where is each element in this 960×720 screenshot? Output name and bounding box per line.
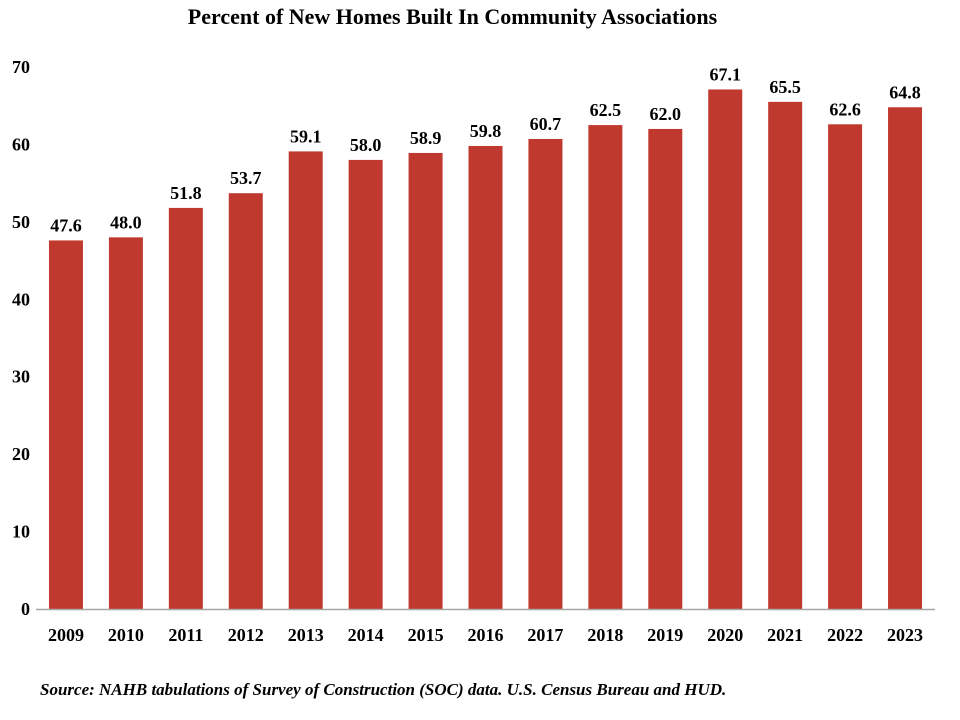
bar bbox=[888, 107, 923, 610]
data-label: 64.8 bbox=[889, 82, 921, 102]
x-tick-label: 2013 bbox=[288, 625, 324, 645]
category-labels: 2009 2010 2011 2012 2013 2014 2015 2016 2017 2018… bbox=[48, 625, 923, 645]
x-tick-label: 2018 bbox=[587, 625, 623, 645]
x-tick-label: 2009 bbox=[48, 625, 84, 645]
y-tick-label: 40 bbox=[12, 289, 30, 309]
bars bbox=[48, 89, 923, 610]
x-tick-label: 2015 bbox=[408, 625, 444, 645]
bar bbox=[648, 128, 683, 609]
y-tick-label: 20 bbox=[12, 444, 30, 464]
bar bbox=[768, 101, 803, 609]
y-tick-label: 60 bbox=[12, 134, 30, 154]
y-tick-label: 10 bbox=[12, 522, 30, 542]
x-tick-label: 2016 bbox=[468, 625, 504, 645]
data-label: 59.8 bbox=[470, 121, 502, 141]
data-label: 48.0 bbox=[110, 212, 142, 232]
bar bbox=[588, 125, 623, 610]
data-label: 47.6 bbox=[50, 215, 82, 235]
x-tick-label: 2020 bbox=[707, 625, 743, 645]
bar bbox=[228, 193, 263, 610]
data-label: 67.1 bbox=[709, 64, 741, 84]
data-label: 60.7 bbox=[530, 114, 562, 134]
y-tick-label: 0 bbox=[21, 599, 30, 619]
y-tick-label: 30 bbox=[12, 367, 30, 387]
data-labels: 47.6 48.0 51.8 53.7 59.1 58.0 58.9 59.8 60.7 62.5… bbox=[50, 64, 921, 235]
x-tick-label: 2022 bbox=[827, 625, 863, 645]
source-note: Source: NAHB tabulations of Survey of Co… bbox=[40, 680, 727, 699]
data-label: 62.6 bbox=[829, 99, 861, 119]
chart-title: Percent of New Homes Built In Community … bbox=[187, 4, 718, 29]
y-tick-label: 50 bbox=[12, 212, 30, 232]
data-label: 59.1 bbox=[290, 126, 322, 146]
x-tick-label: 2011 bbox=[168, 625, 203, 645]
x-tick-label: 2010 bbox=[108, 625, 144, 645]
data-label: 58.9 bbox=[410, 128, 442, 148]
data-label: 65.5 bbox=[769, 77, 801, 97]
x-tick-label: 2012 bbox=[228, 625, 264, 645]
x-tick-label: 2023 bbox=[887, 625, 923, 645]
bar bbox=[468, 145, 503, 609]
bar bbox=[168, 207, 203, 610]
bar bbox=[408, 152, 443, 609]
bar bbox=[108, 237, 143, 610]
bar bbox=[348, 159, 383, 609]
data-label: 62.5 bbox=[590, 100, 622, 120]
bar bbox=[708, 89, 743, 609]
x-tick-label: 2019 bbox=[647, 625, 683, 645]
bar bbox=[288, 151, 323, 609]
x-tick-label: 2017 bbox=[527, 625, 563, 645]
y-tick-label: 70 bbox=[12, 57, 30, 77]
data-label: 51.8 bbox=[170, 183, 202, 203]
y-axis-ticks: 0 10 20 30 40 50 60 70 bbox=[12, 57, 30, 619]
bar bbox=[828, 124, 863, 609]
data-label: 58.0 bbox=[350, 135, 382, 155]
data-label: 62.0 bbox=[650, 104, 682, 124]
x-tick-label: 2021 bbox=[767, 625, 803, 645]
data-label: 53.7 bbox=[230, 168, 262, 188]
x-tick-label: 2014 bbox=[348, 625, 384, 645]
bar bbox=[48, 240, 83, 609]
bar bbox=[528, 139, 563, 609]
